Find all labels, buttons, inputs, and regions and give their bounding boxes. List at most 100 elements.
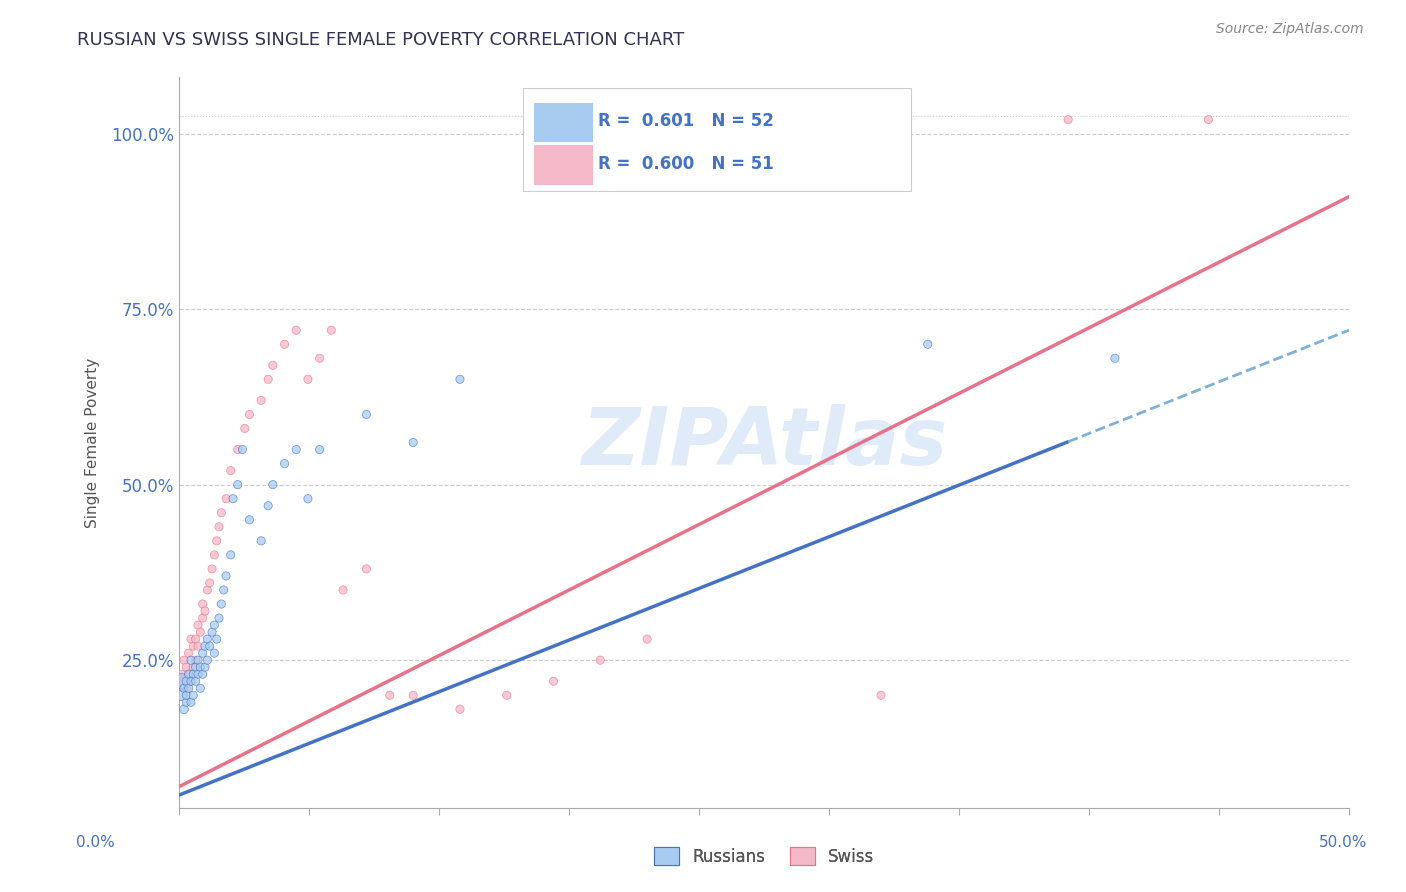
Point [170, 688, 193, 702]
Point [184, 660, 207, 674]
Point [636, 632, 658, 646]
Point [402, 688, 425, 702]
Point [177, 681, 200, 696]
Point [201, 625, 224, 640]
Point [180, 653, 202, 667]
Point [174, 660, 197, 674]
Text: ZIPAtlas: ZIPAtlas [581, 403, 948, 482]
Point [222, 491, 245, 506]
Point [226, 477, 249, 491]
Point [174, 681, 197, 696]
Point [191, 667, 214, 681]
Point [495, 688, 517, 702]
Point [187, 618, 209, 632]
Point [297, 372, 319, 386]
Point [173, 702, 195, 716]
Point [209, 506, 232, 520]
Point [177, 667, 200, 681]
Point [285, 323, 308, 337]
Point [181, 639, 204, 653]
Point [332, 582, 354, 597]
Point [187, 667, 209, 681]
Point [1104, 351, 1126, 366]
Point [402, 435, 425, 450]
Point [194, 639, 217, 653]
Point [194, 604, 217, 618]
Point [180, 674, 202, 689]
Point [174, 688, 197, 702]
Point [273, 457, 295, 471]
Text: 0.0%: 0.0% [76, 836, 115, 850]
Point [184, 674, 207, 689]
Point [180, 632, 202, 646]
Point [194, 660, 217, 674]
Point [180, 674, 202, 689]
Point [257, 499, 280, 513]
Point [177, 667, 200, 681]
Y-axis label: Single Female Poverty: Single Female Poverty [86, 358, 100, 528]
Text: 50.0%: 50.0% [1319, 836, 1367, 850]
Point [219, 548, 242, 562]
Point [188, 660, 211, 674]
Point [209, 597, 232, 611]
Point [1198, 112, 1220, 127]
Point [285, 442, 308, 457]
Point [308, 351, 330, 366]
Point [187, 653, 209, 667]
Point [180, 695, 202, 709]
Point [378, 688, 401, 702]
Point [308, 442, 330, 457]
Point [208, 611, 231, 625]
Point [1057, 112, 1080, 127]
Point [181, 667, 204, 681]
Point [191, 646, 214, 660]
Point [321, 323, 343, 337]
Point [238, 408, 260, 422]
Legend: Russians, Swiss: Russians, Swiss [647, 841, 882, 872]
Point [870, 688, 893, 702]
Point [198, 639, 221, 653]
Point [262, 359, 284, 373]
Point [233, 421, 256, 435]
Point [208, 520, 231, 534]
Point [238, 513, 260, 527]
Point [201, 562, 224, 576]
Point [356, 562, 378, 576]
Point [215, 491, 238, 506]
Point [212, 582, 235, 597]
Point [177, 646, 200, 660]
Point [297, 491, 319, 506]
Point [191, 611, 214, 625]
Point [205, 533, 228, 548]
Point [589, 653, 612, 667]
Point [250, 533, 273, 548]
Point [195, 653, 218, 667]
Text: R =  0.600   N = 51: R = 0.600 N = 51 [598, 155, 773, 173]
Point [449, 702, 471, 716]
Point [226, 442, 249, 457]
Point [356, 408, 378, 422]
Point [543, 674, 565, 689]
Point [257, 372, 280, 386]
Point [188, 625, 211, 640]
Point [195, 582, 218, 597]
Point [202, 548, 225, 562]
Point [188, 681, 211, 696]
Point [191, 597, 214, 611]
Point [449, 372, 471, 386]
Point [202, 618, 225, 632]
Point [184, 653, 207, 667]
Point [273, 337, 295, 351]
Point [170, 667, 193, 681]
Point [215, 569, 238, 583]
Point [250, 393, 273, 408]
Point [173, 653, 195, 667]
Point [174, 674, 197, 689]
Text: Source: ZipAtlas.com: Source: ZipAtlas.com [1216, 22, 1364, 37]
Point [174, 695, 197, 709]
Point [205, 632, 228, 646]
Text: R =  0.601   N = 52: R = 0.601 N = 52 [598, 112, 773, 130]
Point [198, 576, 221, 591]
Point [181, 660, 204, 674]
Point [173, 674, 195, 689]
